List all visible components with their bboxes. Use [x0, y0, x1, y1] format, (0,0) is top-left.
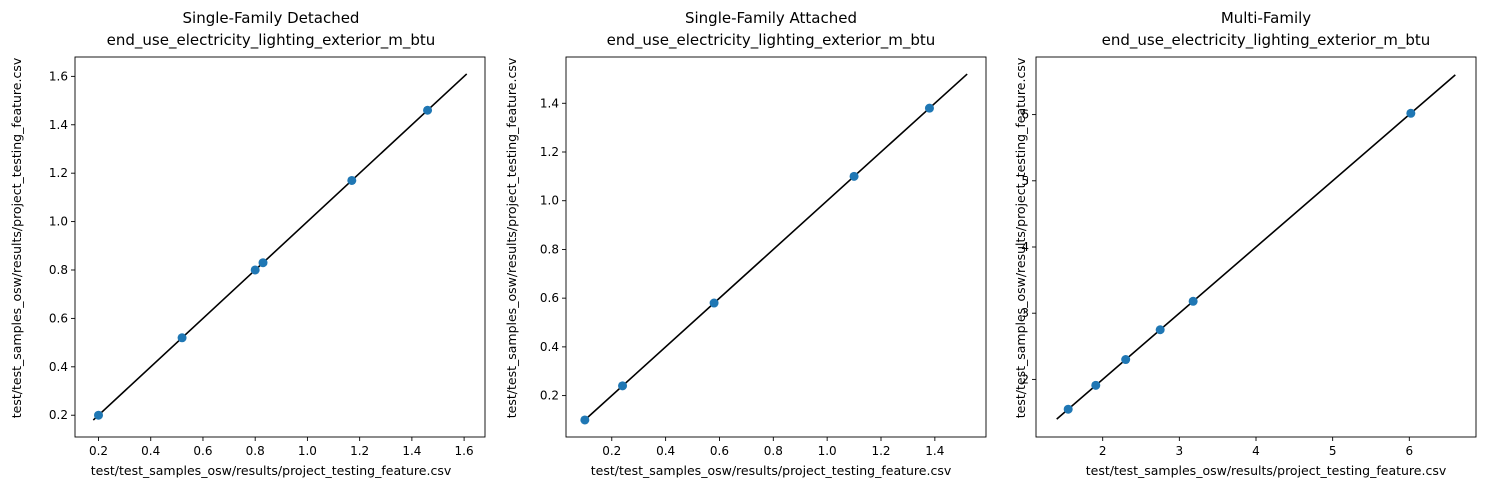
panel-1-y-tick-label: 1.6 [49, 69, 68, 83]
panel-1-reference-line [92, 73, 468, 421]
panel-1-x-tick-label: 1.0 [298, 444, 317, 458]
panel-1-data-point [94, 410, 104, 420]
panel-3-title: Multi-Family [1221, 9, 1311, 27]
panel-1-axes-frame [74, 56, 486, 438]
panel-3-y-tick-label: 3 [1021, 306, 1029, 320]
panel-2-y-tick-label: 0.8 [540, 242, 559, 256]
panel-1-y-tick-label: 0.4 [49, 360, 68, 374]
panel-2-x-tick-label: 1.0 [818, 444, 837, 458]
panel-2-y-tick-label: 0.4 [540, 340, 559, 354]
panel-single-family-attached: Single-Family Attached end_use_electrici… [504, 9, 987, 478]
panel-2-x-tick-label: 0.8 [764, 444, 783, 458]
panel-1-data-point [258, 258, 268, 268]
panel-1-x-tick-label: 0.6 [193, 444, 212, 458]
panel-3-data-point [1406, 108, 1416, 118]
panel-2-axes-frame [565, 56, 987, 438]
panel-multi-family: Multi-Family end_use_electricity_lightin… [1013, 9, 1477, 478]
panel-1-data-point [250, 265, 260, 275]
panel-3-data-point [1091, 380, 1101, 390]
panel-1-x-tick-label: 1.2 [350, 444, 369, 458]
panel-1-x-tick-label: 1.4 [402, 444, 421, 458]
panel-2-data-point [709, 298, 719, 308]
panel-1-title: Single-Family Detached [183, 9, 360, 27]
panel-1-x-tick-label: 1.6 [455, 444, 474, 458]
panel-2-data-point [924, 103, 934, 113]
panel-2-data-point [580, 415, 590, 425]
panel-2-subtitle: end_use_electricity_lighting_exterior_m_… [607, 31, 936, 50]
panel-3-y-tick-label: 6 [1021, 108, 1029, 122]
panel-3-x-tick-label: 6 [1405, 444, 1413, 458]
panel-3-data-point [1121, 355, 1131, 365]
panel-2-x-tick-label: 0.6 [710, 444, 729, 458]
panel-2-x-tick-label: 0.2 [602, 444, 621, 458]
panel-3-subtitle: end_use_electricity_lighting_exterior_m_… [1102, 31, 1431, 50]
panel-2-data-point [849, 171, 859, 181]
panel-3-data-point [1188, 296, 1198, 306]
panel-2-title: Single-Family Attached [685, 9, 857, 27]
panel-2-y-tick-label: 1.4 [540, 96, 559, 110]
panel-1-y-tick-label: 0.6 [49, 311, 68, 325]
panel-1-x-tick-label: 0.2 [89, 444, 108, 458]
panel-2-reference-line [581, 73, 968, 423]
panel-1-x-tick-label: 0.4 [141, 444, 160, 458]
panel-2-y-axis-label: test/test_samples_osw/results/project_te… [504, 57, 519, 418]
panel-3-x-tick-label: 3 [1176, 444, 1184, 458]
panel-single-family-detached: Single-Family Detached end_use_electrici… [9, 9, 486, 478]
panel-3-x-tick-label: 2 [1099, 444, 1107, 458]
panel-3-x-tick-label: 5 [1329, 444, 1337, 458]
panel-1-x-tick-label: 0.8 [246, 444, 265, 458]
panel-1-y-tick-label: 1.0 [49, 215, 68, 229]
panel-2-x-tick-label: 0.4 [656, 444, 675, 458]
panel-1-subtitle: end_use_electricity_lighting_exterior_m_… [107, 31, 436, 50]
panel-3-x-axis-label: test/test_samples_osw/results/project_te… [1086, 463, 1447, 478]
panel-3-y-tick-label: 2 [1021, 372, 1029, 386]
panel-1-data-point [177, 333, 187, 343]
panel-1-y-tick-label: 0.2 [49, 408, 68, 422]
panel-2-y-tick-label: 0.6 [540, 291, 559, 305]
panel-3-data-point [1155, 325, 1165, 335]
panel-1-data-point [423, 105, 433, 115]
panel-1-y-tick-label: 1.4 [49, 118, 68, 132]
panel-2-y-tick-label: 1.2 [540, 145, 559, 159]
panel-2-y-tick-label: 0.2 [540, 389, 559, 403]
panel-3-x-tick-label: 4 [1252, 444, 1260, 458]
panel-3-y-axis-label: test/test_samples_osw/results/project_te… [1013, 57, 1028, 418]
panel-1-y-tick-label: 1.2 [49, 166, 68, 180]
panel-1-y-tick-label: 0.8 [49, 263, 68, 277]
panel-3-plot-area: 2 3 4 5 6 2 3 4 5 6 [1021, 56, 1477, 458]
panel-1-y-axis-label: test/test_samples_osw/results/project_te… [9, 57, 24, 418]
panel-3-y-tick-label: 5 [1021, 174, 1029, 188]
panel-2-y-tick-label: 1.0 [540, 194, 559, 208]
panel-2-x-axis-label: test/test_samples_osw/results/project_te… [591, 463, 952, 478]
panel-1-x-axis-label: test/test_samples_osw/results/project_te… [91, 463, 452, 478]
panel-2-x-tick-label: 1.2 [871, 444, 890, 458]
panel-3-y-tick-label: 4 [1021, 240, 1029, 254]
panel-3-data-point [1063, 404, 1073, 414]
panel-2-plot-area: 0.2 0.4 0.6 0.8 1.0 1.2 1.4 0.2 0.4 0.6 0.8 1.0 1.2 1… [540, 56, 987, 458]
panel-1-plot-area: 0.2 0.4 0.6 0.8 1.0 1.2 1.4 1.6 0.2 0.4 0.6 0.8 1.0 1… [49, 56, 486, 458]
panel-1-data-point [347, 175, 357, 185]
panel-2-x-tick-label: 1.4 [925, 444, 944, 458]
panel-2-data-point [618, 381, 628, 391]
